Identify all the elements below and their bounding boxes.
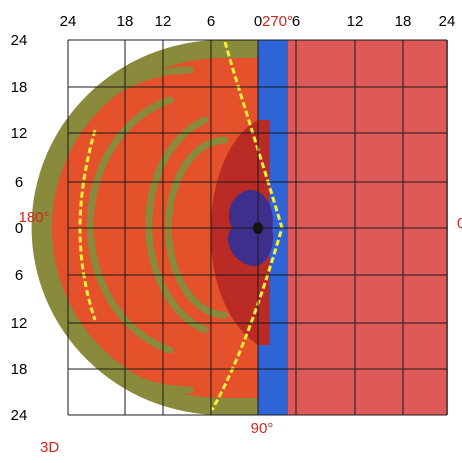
left-tick-label: 24	[11, 32, 28, 49]
left-tick-labels: 24 18 12 6 0 6 12 18 24	[11, 32, 28, 424]
grid	[67, 39, 448, 416]
stripe-arc-2	[86, 96, 174, 354]
top-tick-label: 12	[347, 13, 364, 30]
top-tick-label: 6	[207, 13, 215, 30]
angle-label-top: 270°	[262, 13, 293, 30]
left-tick-label: 12	[11, 125, 28, 142]
angle-label-right: 0	[457, 215, 462, 232]
yellow-boundary-left	[78, 129, 97, 321]
left-tick-label: 18	[11, 79, 28, 96]
left-tick-label: 12	[11, 315, 28, 332]
top-tick-label: 24	[60, 13, 77, 30]
stripe-arc-1	[36, 66, 194, 394]
left-tick-label: 0	[15, 220, 23, 237]
top-tick-label: 24	[439, 13, 456, 30]
top-tick-label: 6	[292, 13, 300, 30]
left-tick-label: 6	[15, 174, 23, 191]
angle-label-bottom: 90°	[251, 420, 274, 437]
left-tick-label: 24	[11, 407, 28, 424]
top-tick-label: 12	[155, 13, 172, 30]
left-tick-label: 18	[11, 361, 28, 378]
angle-label-left: 180°	[18, 209, 49, 226]
top-tick-label: 18	[395, 13, 412, 30]
top-tick-label: 0	[254, 13, 262, 30]
left-tick-label: 6	[15, 267, 23, 284]
stripe-arc-3	[145, 116, 209, 334]
corner-label: 3D	[40, 439, 59, 456]
top-tick-labels: 24 18 12 6 0 6 12 18 24	[60, 13, 456, 30]
top-tick-label: 18	[117, 13, 134, 30]
